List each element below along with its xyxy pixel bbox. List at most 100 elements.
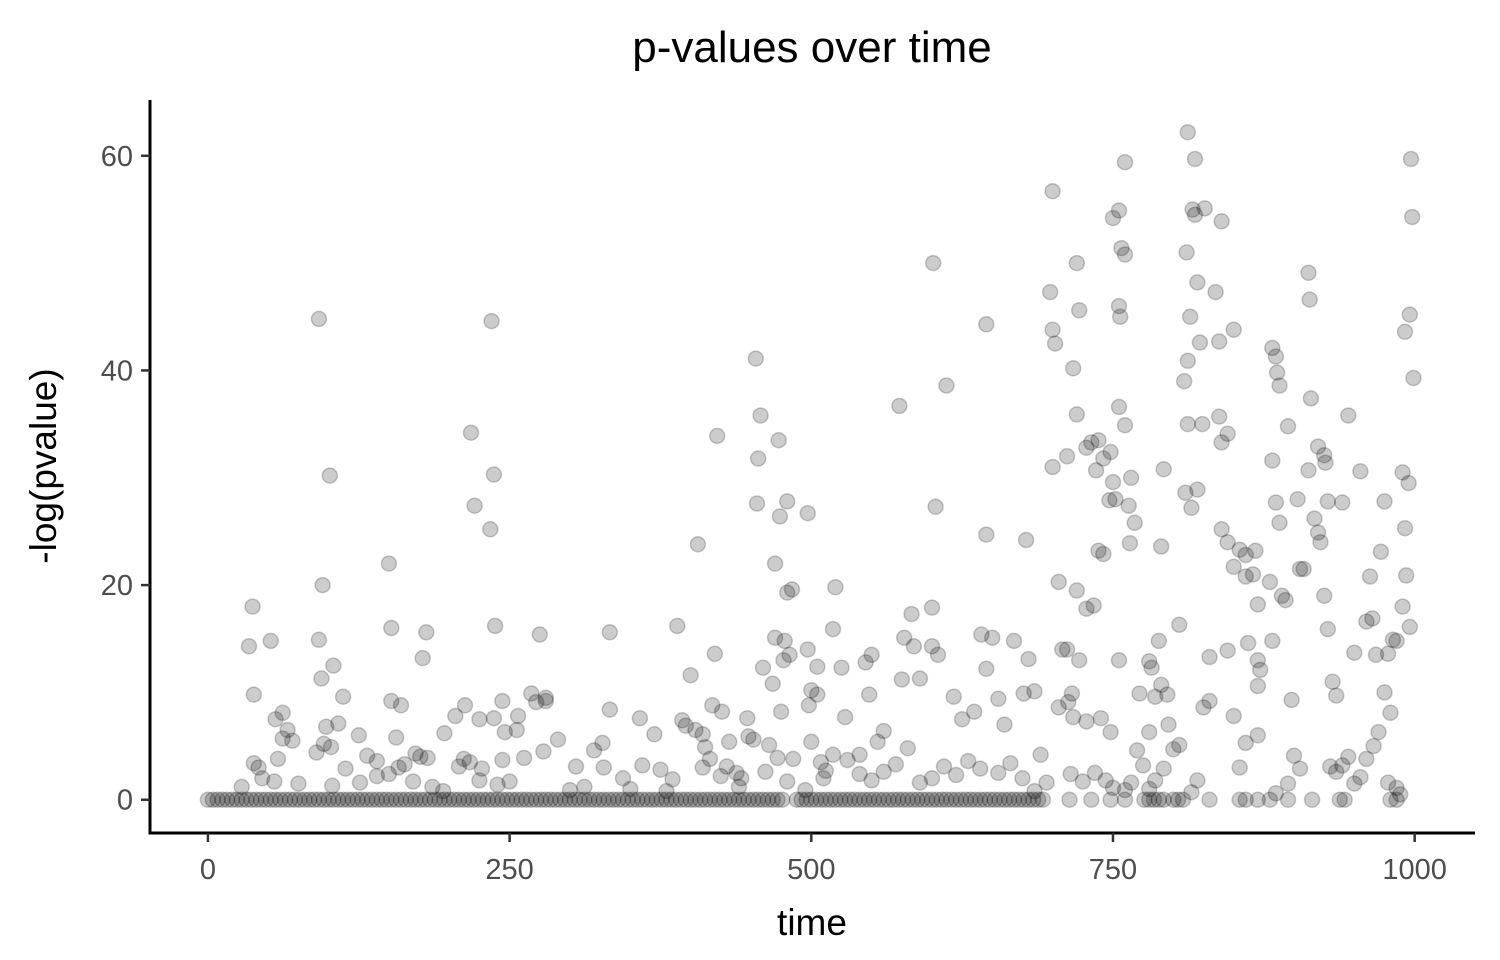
data-point xyxy=(1225,707,1242,725)
data-point xyxy=(274,704,291,722)
data-point xyxy=(1186,206,1204,224)
data-point xyxy=(508,791,526,808)
data-point xyxy=(214,791,231,808)
data-point xyxy=(1210,333,1228,350)
data-point xyxy=(535,743,552,760)
data-point xyxy=(945,688,962,705)
data-point xyxy=(1249,596,1267,613)
data-point xyxy=(1058,448,1076,465)
data-point xyxy=(1358,613,1375,630)
data-point xyxy=(531,626,549,643)
data-point xyxy=(445,791,463,808)
data-point xyxy=(1165,741,1182,758)
data-point xyxy=(1271,377,1288,394)
chart-title: p-values over time xyxy=(632,23,991,72)
data-point xyxy=(527,791,545,808)
data-point xyxy=(1264,452,1281,469)
data-point xyxy=(269,750,287,768)
data-point xyxy=(1179,352,1197,370)
data-point xyxy=(1134,757,1152,774)
data-point xyxy=(1396,519,1414,537)
data-point xyxy=(1015,685,1032,702)
data-point xyxy=(701,791,719,808)
data-point xyxy=(1225,321,1242,338)
data-point xyxy=(933,791,950,808)
data-point xyxy=(1382,791,1399,808)
data-point xyxy=(1169,791,1187,808)
data-point xyxy=(817,762,835,780)
data-point xyxy=(469,791,487,808)
data-point xyxy=(730,778,748,796)
data-point xyxy=(728,764,745,782)
data-point xyxy=(418,624,435,641)
data-point xyxy=(1379,774,1397,791)
data-point xyxy=(1041,283,1059,301)
x-axis-title: time xyxy=(777,902,847,943)
data-point xyxy=(711,791,728,808)
y-tick-label: 60 xyxy=(101,141,133,173)
data-point xyxy=(1155,791,1172,808)
data-point xyxy=(1302,390,1320,407)
data-point xyxy=(1044,458,1061,476)
data-point xyxy=(1186,150,1204,168)
data-point xyxy=(489,791,506,808)
data-point xyxy=(1122,774,1140,791)
data-point xyxy=(841,791,859,808)
data-point xyxy=(1334,757,1351,774)
data-point xyxy=(436,791,453,808)
data-point xyxy=(320,791,337,808)
data-point xyxy=(1104,473,1122,491)
data-point xyxy=(677,717,695,734)
data-point xyxy=(1327,763,1345,781)
data-point xyxy=(1086,764,1104,782)
x-tick-label: 250 xyxy=(485,854,533,886)
data-point xyxy=(860,791,878,808)
data-point xyxy=(368,791,386,808)
data-point xyxy=(1152,676,1170,694)
data-point xyxy=(860,686,878,703)
data-point xyxy=(927,498,944,515)
data-point xyxy=(943,791,960,808)
data-point xyxy=(803,682,820,699)
data-point xyxy=(1183,783,1200,801)
data-point xyxy=(1110,297,1128,315)
data-point xyxy=(959,752,977,770)
data-point xyxy=(904,791,921,808)
data-point xyxy=(571,791,588,808)
data-point xyxy=(244,598,261,615)
data-point xyxy=(503,791,521,808)
data-point xyxy=(1038,774,1055,791)
data-point xyxy=(436,724,453,742)
data-point xyxy=(935,758,953,775)
data-point xyxy=(624,791,641,808)
data-point xyxy=(929,646,947,664)
data-point xyxy=(1201,648,1218,666)
data-point xyxy=(460,791,477,808)
data-point xyxy=(590,791,608,808)
data-point xyxy=(1074,773,1092,790)
data-point xyxy=(664,771,681,788)
data-point xyxy=(672,791,690,808)
data-point xyxy=(1068,582,1086,599)
data-point xyxy=(1400,474,1417,492)
data-point xyxy=(498,791,516,808)
data-point xyxy=(412,791,429,808)
data-point xyxy=(368,752,386,770)
data-point xyxy=(274,730,291,747)
data-point xyxy=(832,791,849,808)
data-point xyxy=(1334,494,1351,511)
data-point xyxy=(824,620,842,638)
data-point xyxy=(716,791,733,808)
data-point xyxy=(567,758,585,775)
data-point xyxy=(990,764,1007,782)
data-point xyxy=(1140,653,1158,670)
data-point xyxy=(1301,291,1318,308)
data-point xyxy=(754,659,772,676)
data-point xyxy=(815,770,832,787)
data-point xyxy=(1113,239,1130,257)
data-point xyxy=(1177,484,1194,502)
data-point xyxy=(556,791,574,808)
data-point xyxy=(938,377,955,394)
data-point xyxy=(870,791,888,808)
data-point xyxy=(456,697,474,714)
